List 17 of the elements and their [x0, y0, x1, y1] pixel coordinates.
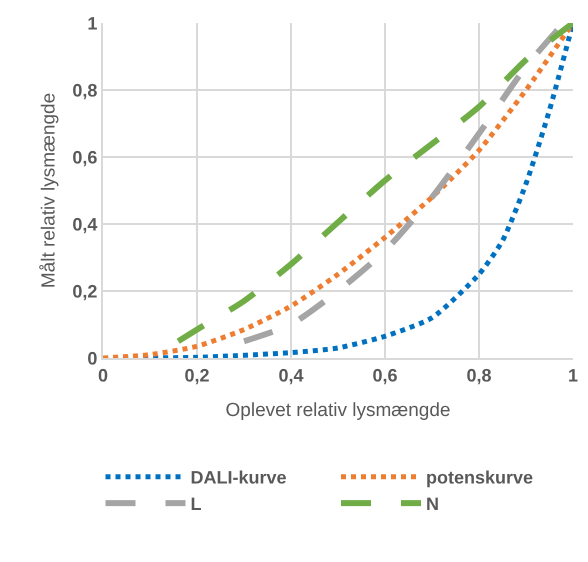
x-tick-label: 1: [568, 366, 578, 386]
y-tick-label: 0,2: [72, 281, 98, 302]
y-tick-label: 0,8: [72, 80, 98, 100]
y-tick-label: 0,4: [72, 214, 98, 234]
legend-label: N: [426, 494, 439, 514]
x-tick-label: 0,6: [372, 366, 398, 386]
y-axis-title: Målt relativ lysmængde: [38, 92, 60, 288]
y-tick-label: 1: [87, 13, 98, 34]
x-tick-label: 0,2: [184, 366, 210, 386]
x-axis-title: Oplevet relativ lysmængde: [226, 400, 450, 421]
legend-label: DALI-kurve: [190, 468, 287, 488]
y-tick-label: 0,6: [72, 147, 98, 168]
y-tick-label: 0: [87, 348, 98, 368]
legend-label: L: [190, 494, 202, 514]
x-tick-label: 0,4: [278, 366, 304, 386]
legend-label: potenskurve: [426, 468, 534, 488]
x-tick-label: 0,8: [466, 366, 492, 386]
